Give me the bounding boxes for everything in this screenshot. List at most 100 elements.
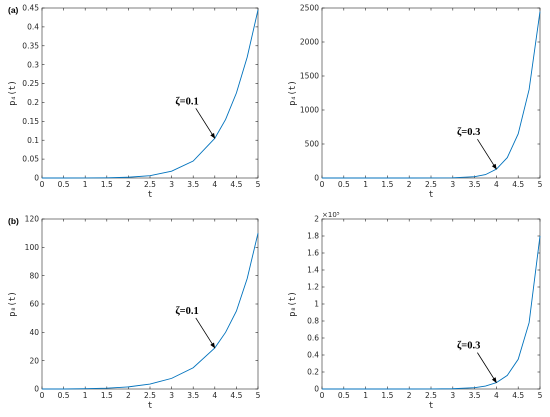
- x-tick-label: 3: [169, 180, 174, 189]
- x-tick-label: 5: [256, 180, 261, 189]
- chart-panel-3: 0 0.5 1 1.5 2 2.5 3 3.5 4 4.5 5 0 20 40 60 80 100 120 t p₈(…: [8, 215, 261, 411]
- x-axis-label: t: [428, 190, 433, 200]
- annotation-label: ζ=0.3: [457, 341, 480, 352]
- x-axis-label: t: [147, 401, 152, 411]
- y-tick-label: 2000: [300, 38, 319, 47]
- x-tick-label: 4.5: [230, 180, 242, 189]
- y-tick-label: 2500: [300, 4, 319, 13]
- x-tick-label: 5: [256, 391, 261, 400]
- y-tick-label: 80: [29, 271, 39, 280]
- x-tick-label: 2.5: [144, 391, 156, 400]
- y-tick-label: 60: [29, 300, 39, 309]
- y-exponent-label: ×10⁵: [322, 211, 340, 219]
- y-tick-label: 1: [314, 300, 319, 309]
- y-tick-label: 0.8: [307, 317, 319, 326]
- y-tick-label: 0.4: [307, 351, 319, 360]
- y-tick-label: 0.6: [307, 334, 319, 343]
- x-tick-label: 0.5: [58, 391, 70, 400]
- x-tick-label: 3: [450, 180, 455, 189]
- y-tick-label: 40: [29, 328, 39, 337]
- x-tick-label: 2: [407, 391, 412, 400]
- x-axis-label: t: [428, 401, 433, 411]
- y-tick-label: 0.45: [22, 4, 39, 13]
- x-tick-label: 0: [40, 391, 45, 400]
- chart-panel-1: 0 0.5 1 1.5 2 2.5 3 3.5 4 4.5 5 0 0.05 0.1 0.15 0.2 0.25…: [8, 4, 261, 200]
- x-tick-label: 0: [40, 180, 45, 189]
- y-tick-label: 1000: [300, 106, 319, 115]
- y-tick-label: 500: [305, 140, 320, 149]
- y-tick-label: 0.25: [22, 79, 39, 88]
- y-axis-label: p₄(t): [288, 80, 298, 106]
- x-tick-label: 0: [320, 391, 325, 400]
- y-tick-label: 0: [34, 174, 39, 183]
- y-tick-label: 1.6: [307, 249, 319, 258]
- series-line-1: [322, 11, 541, 179]
- x-tick-label: 3: [450, 391, 455, 400]
- panel-label: (a): [8, 5, 19, 15]
- x-tick-label: 3.5: [469, 180, 481, 189]
- x-tick-label: 3.5: [469, 391, 481, 400]
- chart-panel-4: 0 0.5 1 1.5 2 2.5 3 3.5 4 4.5 5 0 0.2 0.4 0.6 0.8 1 1.2 1.…: [288, 211, 543, 411]
- x-tick-label: 4.5: [230, 391, 242, 400]
- x-tick-label: 1: [83, 391, 88, 400]
- x-tick-label: 2.5: [425, 180, 437, 189]
- y-axis-label: p₈(t): [8, 291, 18, 317]
- axes-box: [321, 7, 541, 179]
- x-tick-label: 2.5: [425, 391, 437, 400]
- x-tick-label: 2.5: [144, 180, 156, 189]
- series-line-1: [42, 233, 259, 390]
- y-axis-label: p₄(t): [8, 80, 18, 106]
- chart-panel-2: 0 0.5 1 1.5 2 2.5 3 3.5 4 4.5 5 0 500 1000 1500 2000 250…: [288, 4, 543, 200]
- x-tick-label: 4: [212, 391, 217, 400]
- y-tick-label: 0.4: [27, 22, 39, 31]
- x-tick-label: 5: [538, 391, 543, 400]
- x-tick-label: 0.5: [338, 180, 350, 189]
- series-line-1: [42, 9, 259, 179]
- y-tick-label: 100: [25, 243, 40, 252]
- panel-label: (b): [8, 216, 19, 226]
- x-tick-label: 4: [494, 391, 499, 400]
- y-tick-label: 0.2: [307, 368, 319, 377]
- y-tick-label: 0.15: [22, 117, 39, 126]
- y-tick-label: 0.2: [27, 98, 39, 107]
- axes-box: [41, 7, 259, 179]
- x-tick-label: 2: [407, 180, 412, 189]
- x-axis-label: t: [147, 190, 152, 200]
- annotation-arrow: [195, 317, 216, 349]
- series-line-1: [322, 235, 541, 390]
- x-tick-label: 2: [126, 391, 131, 400]
- x-tick-label: 0: [320, 180, 325, 189]
- y-tick-label: 1.4: [307, 266, 319, 275]
- y-tick-label: 2: [314, 215, 319, 224]
- y-axis-label: p₈(t): [288, 291, 298, 317]
- x-tick-label: 4: [494, 180, 499, 189]
- x-tick-label: 3.5: [187, 391, 199, 400]
- annotation-label: ζ=0.3: [457, 127, 480, 138]
- x-tick-label: 1: [363, 180, 368, 189]
- x-tick-label: 2: [126, 180, 131, 189]
- annotation-label: ζ=0.1: [175, 306, 198, 317]
- x-tick-label: 1: [83, 180, 88, 189]
- y-tick-label: 0.35: [22, 41, 39, 50]
- y-tick-label: 0: [314, 174, 319, 183]
- annotation-arrow: [195, 108, 216, 139]
- y-tick-label: 1500: [300, 72, 319, 81]
- annotation-arrow: [477, 352, 497, 384]
- x-tick-label: 3.5: [187, 180, 199, 189]
- annotation-arrow: [477, 138, 497, 170]
- x-tick-label: 1.5: [381, 180, 393, 189]
- x-tick-label: 0.5: [58, 180, 70, 189]
- y-tick-label: 1.8: [307, 232, 319, 241]
- x-tick-label: 4: [212, 180, 217, 189]
- x-tick-label: 3: [169, 391, 174, 400]
- x-tick-label: 1.5: [381, 391, 393, 400]
- x-tick-label: 0.5: [338, 391, 350, 400]
- x-tick-label: 5: [538, 180, 543, 189]
- y-tick-label: 0: [34, 385, 39, 394]
- x-tick-label: 1.5: [101, 391, 113, 400]
- y-tick-label: 0.3: [27, 60, 39, 69]
- x-tick-label: 4.5: [512, 180, 524, 189]
- axes-box: [321, 218, 541, 390]
- y-tick-label: 0.1: [27, 136, 39, 145]
